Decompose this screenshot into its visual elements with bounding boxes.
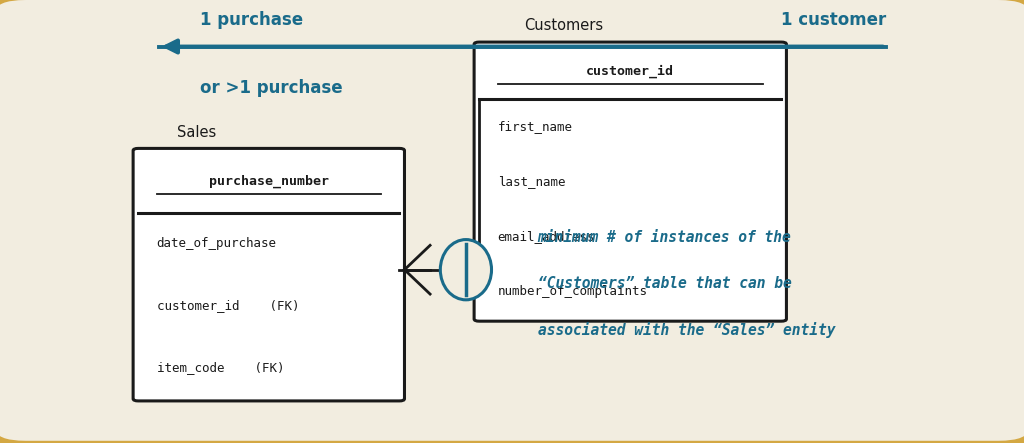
Text: last_name: last_name — [498, 175, 565, 188]
Text: customer_id: customer_id — [587, 65, 674, 78]
Text: associated with the “Sales” entity: associated with the “Sales” entity — [538, 322, 836, 338]
Text: number_of_complaints: number_of_complaints — [498, 285, 647, 298]
Text: minimum # of instances of the: minimum # of instances of the — [538, 229, 792, 245]
Text: 1 customer: 1 customer — [780, 11, 886, 29]
Text: email_address: email_address — [498, 230, 595, 243]
FancyBboxPatch shape — [474, 42, 786, 321]
Text: or >1 purchase: or >1 purchase — [200, 79, 342, 97]
FancyBboxPatch shape — [133, 148, 404, 401]
Text: 1 purchase: 1 purchase — [200, 11, 303, 29]
Text: purchase_number: purchase_number — [209, 175, 329, 188]
Text: first_name: first_name — [498, 120, 572, 133]
Text: customer_id    (FK): customer_id (FK) — [157, 299, 299, 312]
Text: Sales: Sales — [177, 124, 217, 140]
Text: Customers: Customers — [524, 18, 604, 33]
Text: “Customers” table that can be: “Customers” table that can be — [538, 276, 792, 291]
Text: date_of_purchase: date_of_purchase — [157, 237, 276, 250]
Text: item_code    (FK): item_code (FK) — [157, 361, 285, 374]
Ellipse shape — [440, 240, 492, 300]
